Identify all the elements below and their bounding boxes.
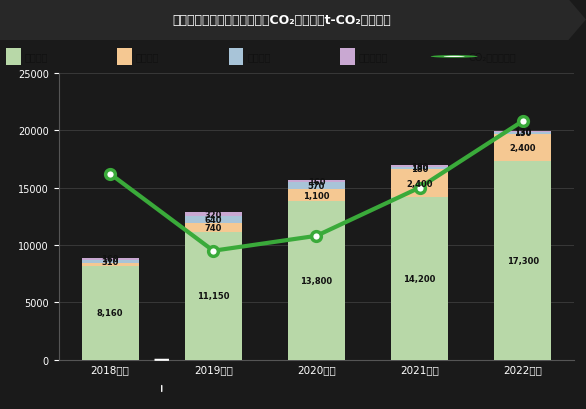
FancyBboxPatch shape xyxy=(6,49,21,65)
Text: CO₂排出量合計: CO₂排出量合計 xyxy=(469,52,516,62)
Bar xyxy=(391,197,448,360)
Bar xyxy=(495,131,551,133)
Bar xyxy=(82,258,138,260)
Bar xyxy=(288,183,345,189)
Text: 570: 570 xyxy=(308,182,325,191)
Circle shape xyxy=(431,56,478,58)
Bar xyxy=(288,189,345,202)
Text: 佐賀工場: 佐賀工場 xyxy=(25,52,48,62)
Text: 740: 740 xyxy=(205,223,222,232)
FancyBboxPatch shape xyxy=(340,49,355,65)
Circle shape xyxy=(444,57,465,58)
Bar xyxy=(288,202,345,360)
Text: 17,300: 17,300 xyxy=(507,256,539,265)
Bar xyxy=(495,134,551,162)
Text: 2,400: 2,400 xyxy=(406,179,433,188)
Bar xyxy=(495,162,551,360)
Bar xyxy=(82,260,138,264)
Text: 8,160: 8,160 xyxy=(97,309,124,318)
Text: 東京本社: 東京本社 xyxy=(247,52,271,62)
Text: 130: 130 xyxy=(514,129,532,138)
Bar xyxy=(185,216,241,224)
Text: 鳥栓工場: 鳥栓工場 xyxy=(136,52,159,62)
Bar xyxy=(391,168,448,170)
Text: 1,100: 1,100 xyxy=(303,191,330,200)
Text: 160: 160 xyxy=(101,255,119,264)
Bar xyxy=(391,166,448,168)
Bar xyxy=(82,267,138,360)
Text: 160: 160 xyxy=(308,178,325,187)
Bar xyxy=(82,264,138,267)
Text: 11,150: 11,150 xyxy=(197,292,230,301)
Text: 640: 640 xyxy=(205,216,222,225)
Text: 180: 180 xyxy=(411,162,428,171)
Text: 130: 130 xyxy=(514,128,532,137)
Bar xyxy=(495,133,551,134)
FancyBboxPatch shape xyxy=(229,49,243,65)
Bar xyxy=(185,224,241,232)
Text: 180: 180 xyxy=(411,164,428,173)
Bar xyxy=(185,213,241,216)
Text: 320: 320 xyxy=(205,210,222,219)
Polygon shape xyxy=(0,0,586,41)
Bar xyxy=(185,232,241,360)
Text: 久光製薬単体（事業所毎）のCO₂排出量（t-CO₂）の推移: 久光製薬単体（事業所毎）のCO₂排出量（t-CO₂）の推移 xyxy=(172,14,391,27)
Bar xyxy=(288,181,345,183)
Bar xyxy=(391,170,448,197)
Text: 14,200: 14,200 xyxy=(403,274,436,283)
Text: 2,400: 2,400 xyxy=(509,144,536,153)
Text: 大阪支社等: 大阪支社等 xyxy=(359,52,388,62)
Text: 13,800: 13,800 xyxy=(301,276,332,285)
Text: 310: 310 xyxy=(101,257,119,266)
FancyBboxPatch shape xyxy=(117,49,132,65)
